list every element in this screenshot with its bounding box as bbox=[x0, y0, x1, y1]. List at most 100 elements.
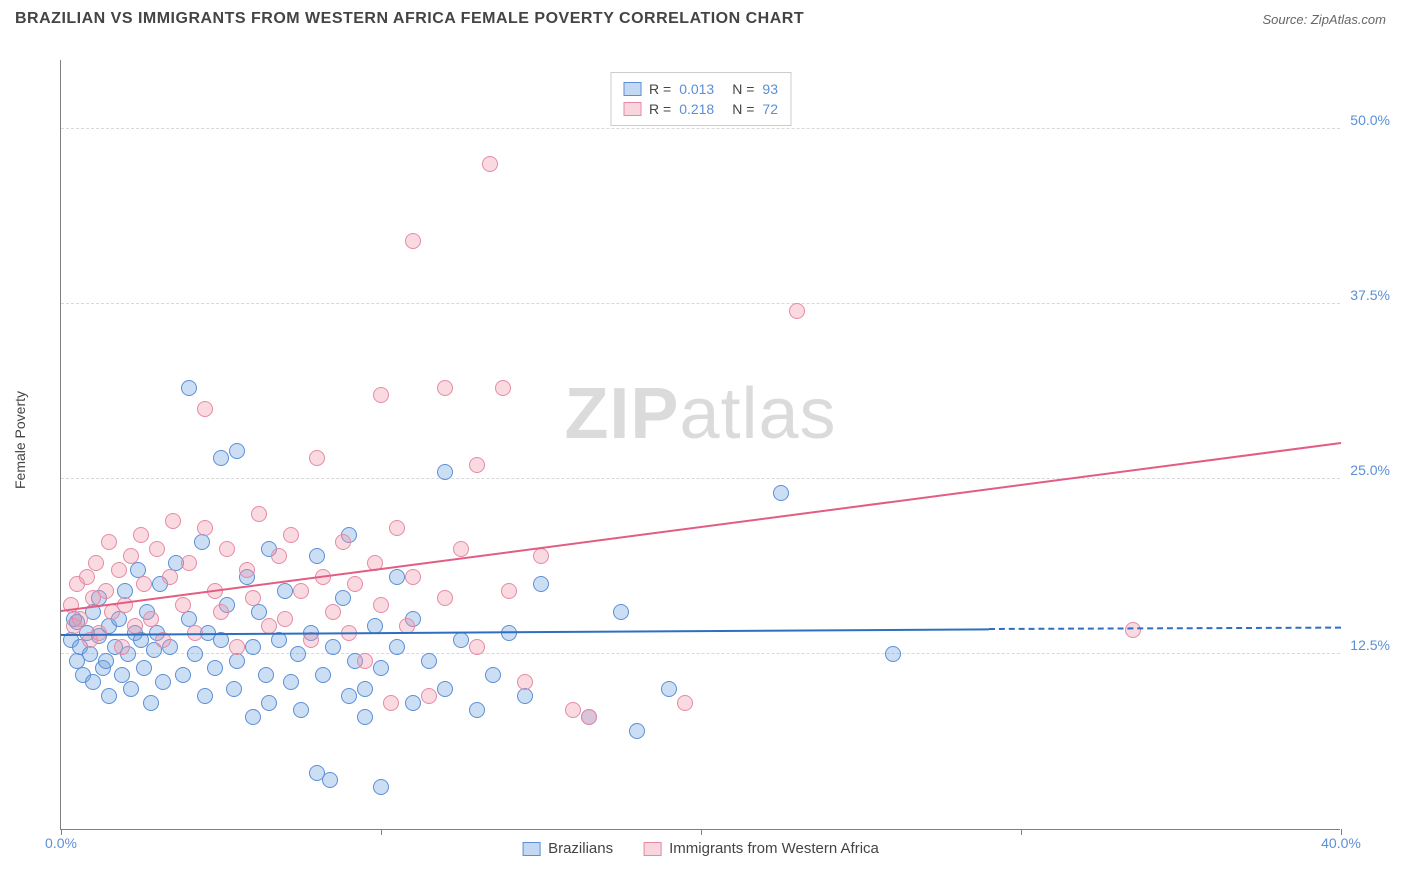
data-point bbox=[175, 597, 191, 613]
legend-series: Brazilians Immigrants from Western Afric… bbox=[522, 840, 879, 857]
data-point bbox=[226, 681, 242, 697]
source-attribution: Source: ZipAtlas.com bbox=[1262, 12, 1386, 27]
n-label: N = bbox=[732, 101, 754, 117]
data-point bbox=[213, 450, 229, 466]
data-point bbox=[149, 541, 165, 557]
data-point bbox=[357, 709, 373, 725]
y-axis-label: Female Poverty bbox=[12, 391, 28, 489]
r-label: R = bbox=[649, 101, 671, 117]
data-point bbox=[789, 303, 805, 319]
data-point bbox=[197, 520, 213, 536]
swatch-blue-icon bbox=[623, 82, 641, 96]
data-point bbox=[373, 660, 389, 676]
x-tick-label: 0.0% bbox=[45, 835, 77, 851]
legend-label: Immigrants from Western Africa bbox=[669, 840, 879, 857]
x-tick-mark bbox=[381, 829, 382, 835]
gridline bbox=[61, 478, 1340, 479]
source-link[interactable]: ZipAtlas.com bbox=[1311, 12, 1386, 27]
data-point bbox=[85, 674, 101, 690]
data-point bbox=[72, 611, 88, 627]
data-point bbox=[117, 597, 133, 613]
data-point bbox=[389, 639, 405, 655]
legend-row: R = 0.218 N = 72 bbox=[623, 99, 778, 119]
trend-line bbox=[61, 442, 1341, 612]
data-point bbox=[162, 569, 178, 585]
swatch-pink-icon bbox=[623, 102, 641, 116]
data-point bbox=[357, 681, 373, 697]
data-point bbox=[136, 660, 152, 676]
y-tick-label: 37.5% bbox=[1342, 287, 1390, 303]
data-point bbox=[143, 695, 159, 711]
data-point bbox=[389, 569, 405, 585]
data-point bbox=[565, 702, 581, 718]
data-point bbox=[293, 583, 309, 599]
data-point bbox=[98, 583, 114, 599]
source-prefix: Source: bbox=[1262, 12, 1310, 27]
data-point bbox=[437, 464, 453, 480]
r-value: 0.013 bbox=[679, 81, 714, 97]
data-point bbox=[469, 457, 485, 473]
data-point bbox=[258, 667, 274, 683]
gridline bbox=[61, 128, 1340, 129]
trend-line bbox=[989, 627, 1341, 630]
data-point bbox=[123, 681, 139, 697]
data-point bbox=[194, 534, 210, 550]
data-point bbox=[405, 695, 421, 711]
data-point bbox=[181, 555, 197, 571]
data-point bbox=[373, 387, 389, 403]
plot-area: ZIPatlas R = 0.013 N = 93 R = 0.218 N = … bbox=[60, 60, 1340, 830]
data-point bbox=[251, 506, 267, 522]
data-point bbox=[315, 667, 331, 683]
data-point bbox=[127, 618, 143, 634]
data-point bbox=[322, 772, 338, 788]
chart-header: BRAZILIAN VS IMMIGRANTS FROM WESTERN AFR… bbox=[0, 0, 1406, 33]
x-tick-label: 40.0% bbox=[1321, 835, 1361, 851]
data-point bbox=[271, 548, 287, 564]
data-point bbox=[629, 723, 645, 739]
data-point bbox=[533, 576, 549, 592]
data-point bbox=[453, 632, 469, 648]
data-point bbox=[133, 527, 149, 543]
data-point bbox=[581, 709, 597, 725]
swatch-blue-icon bbox=[522, 842, 540, 856]
r-value: 0.218 bbox=[679, 101, 714, 117]
data-point bbox=[229, 443, 245, 459]
x-tick-mark bbox=[1021, 829, 1022, 835]
data-point bbox=[405, 233, 421, 249]
data-point bbox=[421, 688, 437, 704]
y-tick-label: 50.0% bbox=[1342, 112, 1390, 128]
watermark-zip: ZIP bbox=[564, 374, 679, 454]
chart-container: Female Poverty ZIPatlas R = 0.013 N = 93… bbox=[50, 50, 1380, 830]
data-point bbox=[453, 541, 469, 557]
data-point bbox=[517, 688, 533, 704]
legend-row: R = 0.013 N = 93 bbox=[623, 79, 778, 99]
legend-item: Immigrants from Western Africa bbox=[643, 840, 879, 857]
n-label: N = bbox=[732, 81, 754, 97]
data-point bbox=[290, 646, 306, 662]
data-point bbox=[482, 156, 498, 172]
data-point bbox=[469, 639, 485, 655]
data-point bbox=[111, 562, 127, 578]
swatch-pink-icon bbox=[643, 842, 661, 856]
legend-item: Brazilians bbox=[522, 840, 613, 857]
data-point bbox=[517, 674, 533, 690]
data-point bbox=[347, 576, 363, 592]
data-point bbox=[82, 646, 98, 662]
data-point bbox=[261, 618, 277, 634]
watermark: ZIPatlas bbox=[564, 373, 836, 455]
data-point bbox=[181, 380, 197, 396]
data-point bbox=[335, 534, 351, 550]
data-point bbox=[245, 590, 261, 606]
data-point bbox=[123, 548, 139, 564]
data-point bbox=[283, 527, 299, 543]
n-value: 93 bbox=[762, 81, 778, 97]
data-point bbox=[245, 639, 261, 655]
chart-title: BRAZILIAN VS IMMIGRANTS FROM WESTERN AFR… bbox=[15, 10, 804, 28]
data-point bbox=[213, 604, 229, 620]
data-point bbox=[389, 520, 405, 536]
data-point bbox=[207, 660, 223, 676]
data-point bbox=[773, 485, 789, 501]
data-point bbox=[357, 653, 373, 669]
data-point bbox=[197, 401, 213, 417]
data-point bbox=[187, 646, 203, 662]
